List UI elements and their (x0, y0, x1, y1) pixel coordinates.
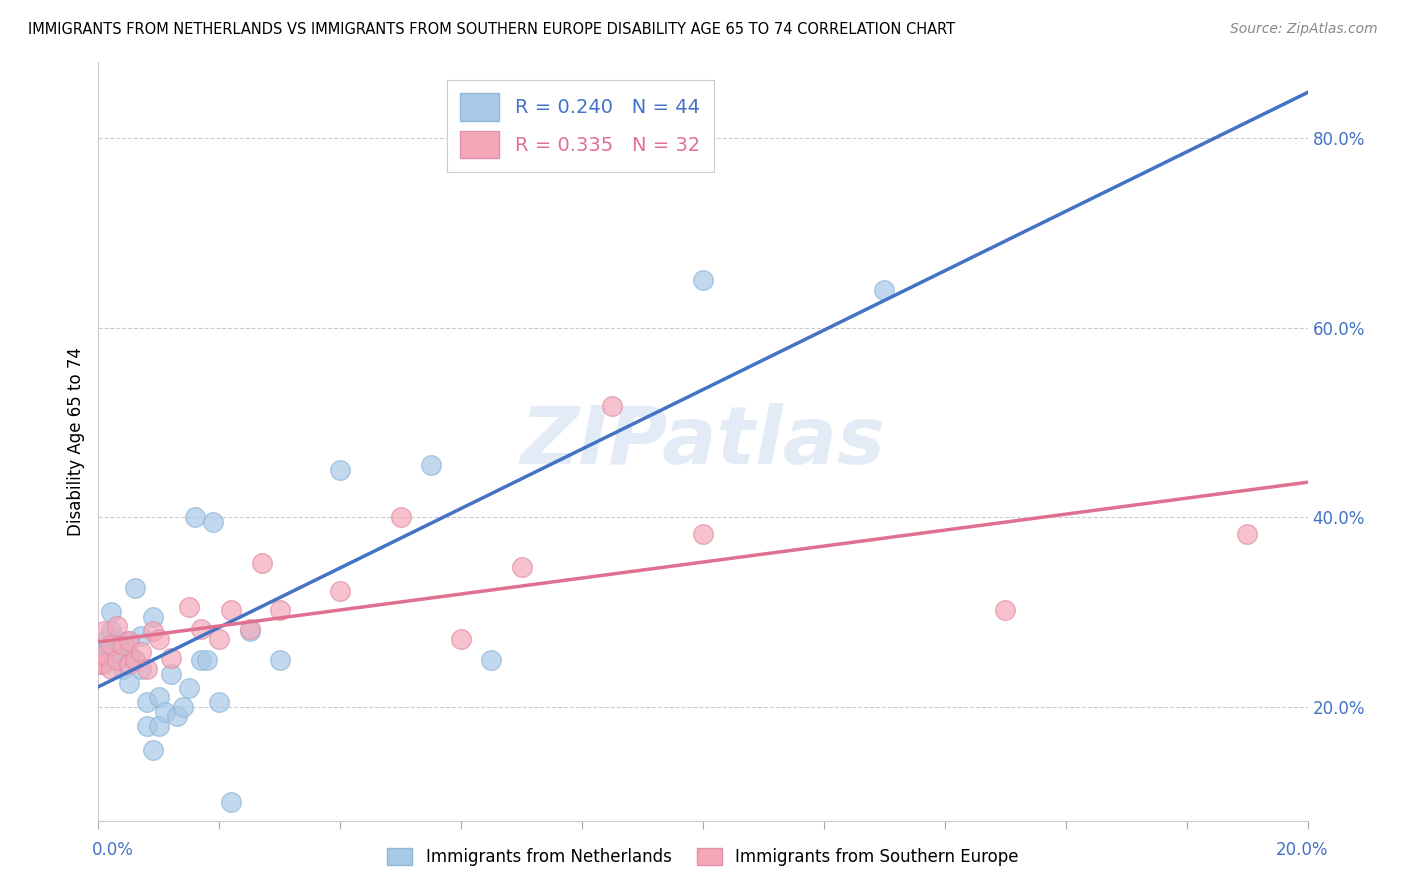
Point (90, 652, 112, 666)
Point (239, 624, 262, 639)
Point (329, 584, 352, 599)
Point (153, 705, 176, 719)
Y-axis label: Disability Age 65 to 74: Disability Age 65 to 74 (66, 347, 84, 536)
Point (420, 458, 443, 473)
Text: ZIPatlas: ZIPatlas (520, 402, 886, 481)
Point (142, 610, 165, 624)
Point (148, 632, 170, 646)
Point (100, 638, 122, 652)
Point (184, 510, 207, 524)
Point (142, 624, 165, 639)
Point (239, 622, 262, 636)
Text: 0.0%: 0.0% (91, 840, 134, 858)
Text: 20.0%: 20.0% (1277, 840, 1329, 858)
Point (111, 638, 134, 652)
Point (124, 652, 146, 666)
Point (179, 681, 201, 695)
Point (93, 648, 115, 662)
Point (135, 719, 157, 733)
Point (450, 632, 472, 646)
Legend: Immigrants from Netherlands, Immigrants from Southern Europe: Immigrants from Netherlands, Immigrants … (380, 840, 1026, 875)
Point (118, 633, 141, 648)
Point (190, 652, 212, 666)
Point (129, 662, 152, 676)
Point (179, 600, 201, 615)
Point (118, 633, 141, 648)
Point (389, 510, 412, 524)
Point (269, 603, 291, 617)
Point (202, 515, 225, 529)
Point (105, 643, 128, 657)
Point (118, 657, 141, 672)
Point (105, 652, 128, 666)
Point (160, 650, 183, 665)
Point (100, 624, 122, 639)
Point (195, 652, 218, 666)
Legend: R = 0.240   N = 44, R = 0.335   N = 32: R = 0.240 N = 44, R = 0.335 N = 32 (447, 79, 714, 172)
Point (118, 676, 141, 690)
Point (100, 662, 122, 676)
Point (105, 619, 128, 633)
Point (329, 463, 352, 477)
Point (269, 652, 291, 666)
Point (510, 559, 533, 574)
Point (93, 657, 115, 672)
Point (135, 662, 157, 676)
Point (142, 742, 165, 756)
Point (208, 695, 231, 709)
Point (602, 399, 624, 413)
Point (96, 643, 118, 657)
Point (481, 652, 503, 666)
Point (208, 632, 231, 646)
Point (148, 690, 170, 705)
Point (93, 624, 115, 639)
Point (692, 273, 714, 287)
Point (90, 657, 112, 672)
Point (124, 652, 146, 666)
Text: Source: ZipAtlas.com: Source: ZipAtlas.com (1230, 22, 1378, 37)
Point (100, 605, 122, 619)
Point (100, 648, 122, 662)
Point (250, 556, 273, 570)
Point (160, 666, 183, 681)
Point (87, 657, 110, 672)
Point (692, 527, 714, 541)
Point (111, 662, 134, 676)
Point (166, 709, 188, 723)
Point (93, 633, 115, 648)
Point (1236, 527, 1258, 541)
Point (129, 629, 152, 643)
Text: IMMIGRANTS FROM NETHERLANDS VS IMMIGRANTS FROM SOUTHERN EUROPE DISABILITY AGE 65: IMMIGRANTS FROM NETHERLANDS VS IMMIGRANT… (28, 22, 955, 37)
Point (111, 638, 134, 652)
Point (994, 603, 1017, 617)
Point (118, 648, 141, 662)
Point (172, 699, 194, 714)
Point (87, 657, 110, 672)
Point (873, 283, 896, 297)
Point (221, 795, 243, 809)
Point (105, 633, 128, 648)
Point (221, 603, 243, 617)
Point (135, 695, 157, 709)
Point (105, 652, 128, 666)
Point (129, 645, 152, 659)
Point (148, 719, 170, 733)
Point (124, 582, 146, 596)
Point (190, 622, 212, 636)
